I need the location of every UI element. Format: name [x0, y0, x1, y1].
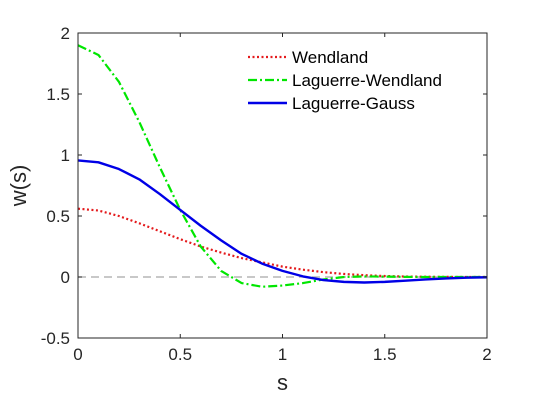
y-tick-label: 2 [61, 24, 70, 43]
x-tick-label: 2 [482, 345, 491, 364]
x-tick-label: 0.5 [168, 345, 192, 364]
series-line-2 [77, 159, 488, 284]
legend-label-2: Laguerre-Gauss [292, 94, 415, 113]
y-tick-label: 0 [61, 268, 70, 287]
legend-label-1: Laguerre-Wendland [292, 71, 442, 90]
y-axis-label: w(s) [6, 165, 31, 208]
y-tick-label: 1 [61, 146, 70, 165]
x-axis-label: s [277, 370, 288, 395]
x-tick-label: 1.5 [373, 345, 397, 364]
y-tick-label: -0.5 [41, 329, 70, 348]
y-tick-label: 1.5 [46, 85, 70, 104]
x-tick-label: 1 [278, 345, 287, 364]
legend-label-0: Wendland [292, 48, 368, 67]
x-tick-label: 0 [73, 345, 82, 364]
legend: Wendland Laguerre-Wendland Laguerre-Gauss [248, 48, 442, 113]
series-line-0 [77, 207, 487, 279]
y-tick-label: 0.5 [46, 207, 70, 226]
